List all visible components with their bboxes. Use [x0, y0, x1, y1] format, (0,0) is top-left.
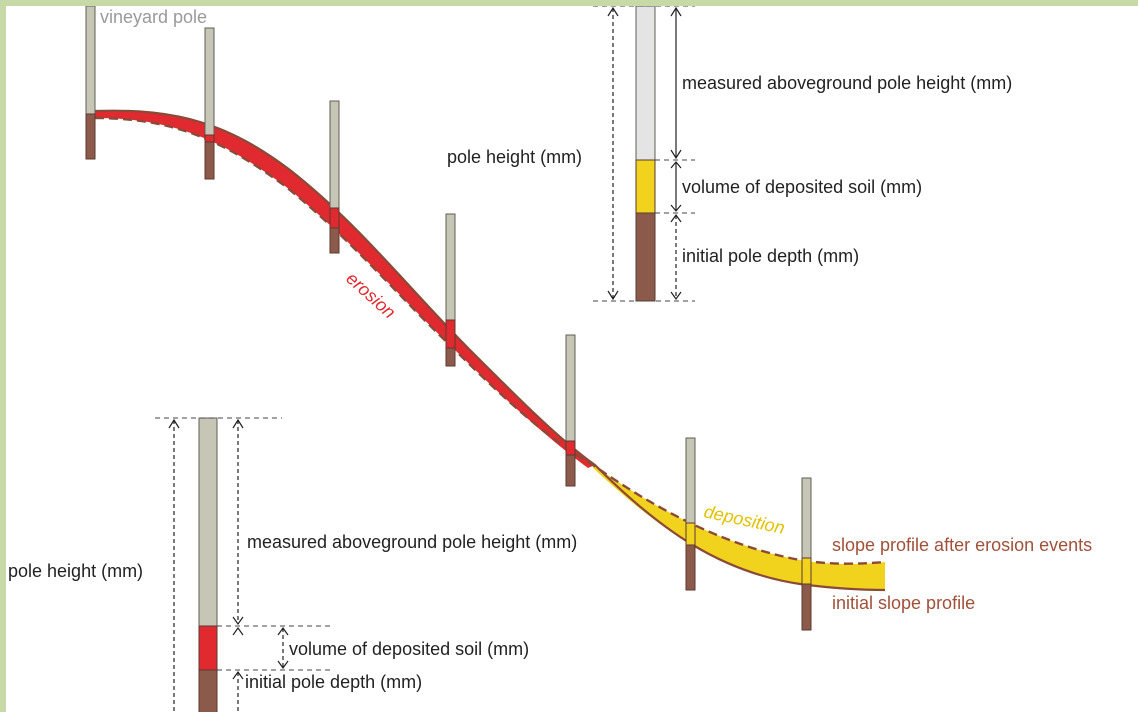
diagram-canvas: vineyard pole erosion deposition slope p… [6, 6, 1138, 712]
vineyard-erosion-diagram: vineyard pole erosion deposition slope p… [8, 6, 1092, 712]
pole-4 [445, 213, 456, 367]
top-pole-height-label: pole height (mm) [447, 147, 582, 167]
bottom-legend: pole height (mm) measured aboveground po… [8, 417, 577, 712]
pole-7 [801, 477, 812, 631]
bottom-aboveground-label: measured aboveground pole height (mm) [247, 532, 577, 552]
vineyard-pole-label: vineyard pole [100, 7, 207, 27]
pole-2 [204, 27, 215, 180]
deposition-area [593, 465, 885, 590]
pole-5 [565, 334, 576, 487]
pole-1 [85, 6, 96, 160]
bottom-pole-height-label: pole height (mm) [8, 561, 143, 581]
slope-initial-label: initial slope profile [832, 593, 975, 613]
top-deposited-label: volume of deposited soil (mm) [682, 177, 922, 197]
top-aboveground-label: measured aboveground pole height (mm) [682, 73, 1012, 93]
pole-3 [329, 100, 340, 254]
top-legend: pole height (mm) measured aboveground po… [447, 6, 1012, 302]
bottom-deposited-label: volume of deposited soil (mm) [289, 639, 529, 659]
initial-slope-profile-line [94, 109, 886, 592]
bottom-depth-label: initial pole depth (mm) [245, 672, 422, 692]
top-depth-label: initial pole depth (mm) [682, 246, 859, 266]
deposition-label: deposition [702, 501, 786, 538]
pole-6 [685, 437, 696, 591]
slope-after-label: slope profile after erosion events [832, 535, 1092, 555]
eroded-slope-profile-line [94, 116, 886, 565]
